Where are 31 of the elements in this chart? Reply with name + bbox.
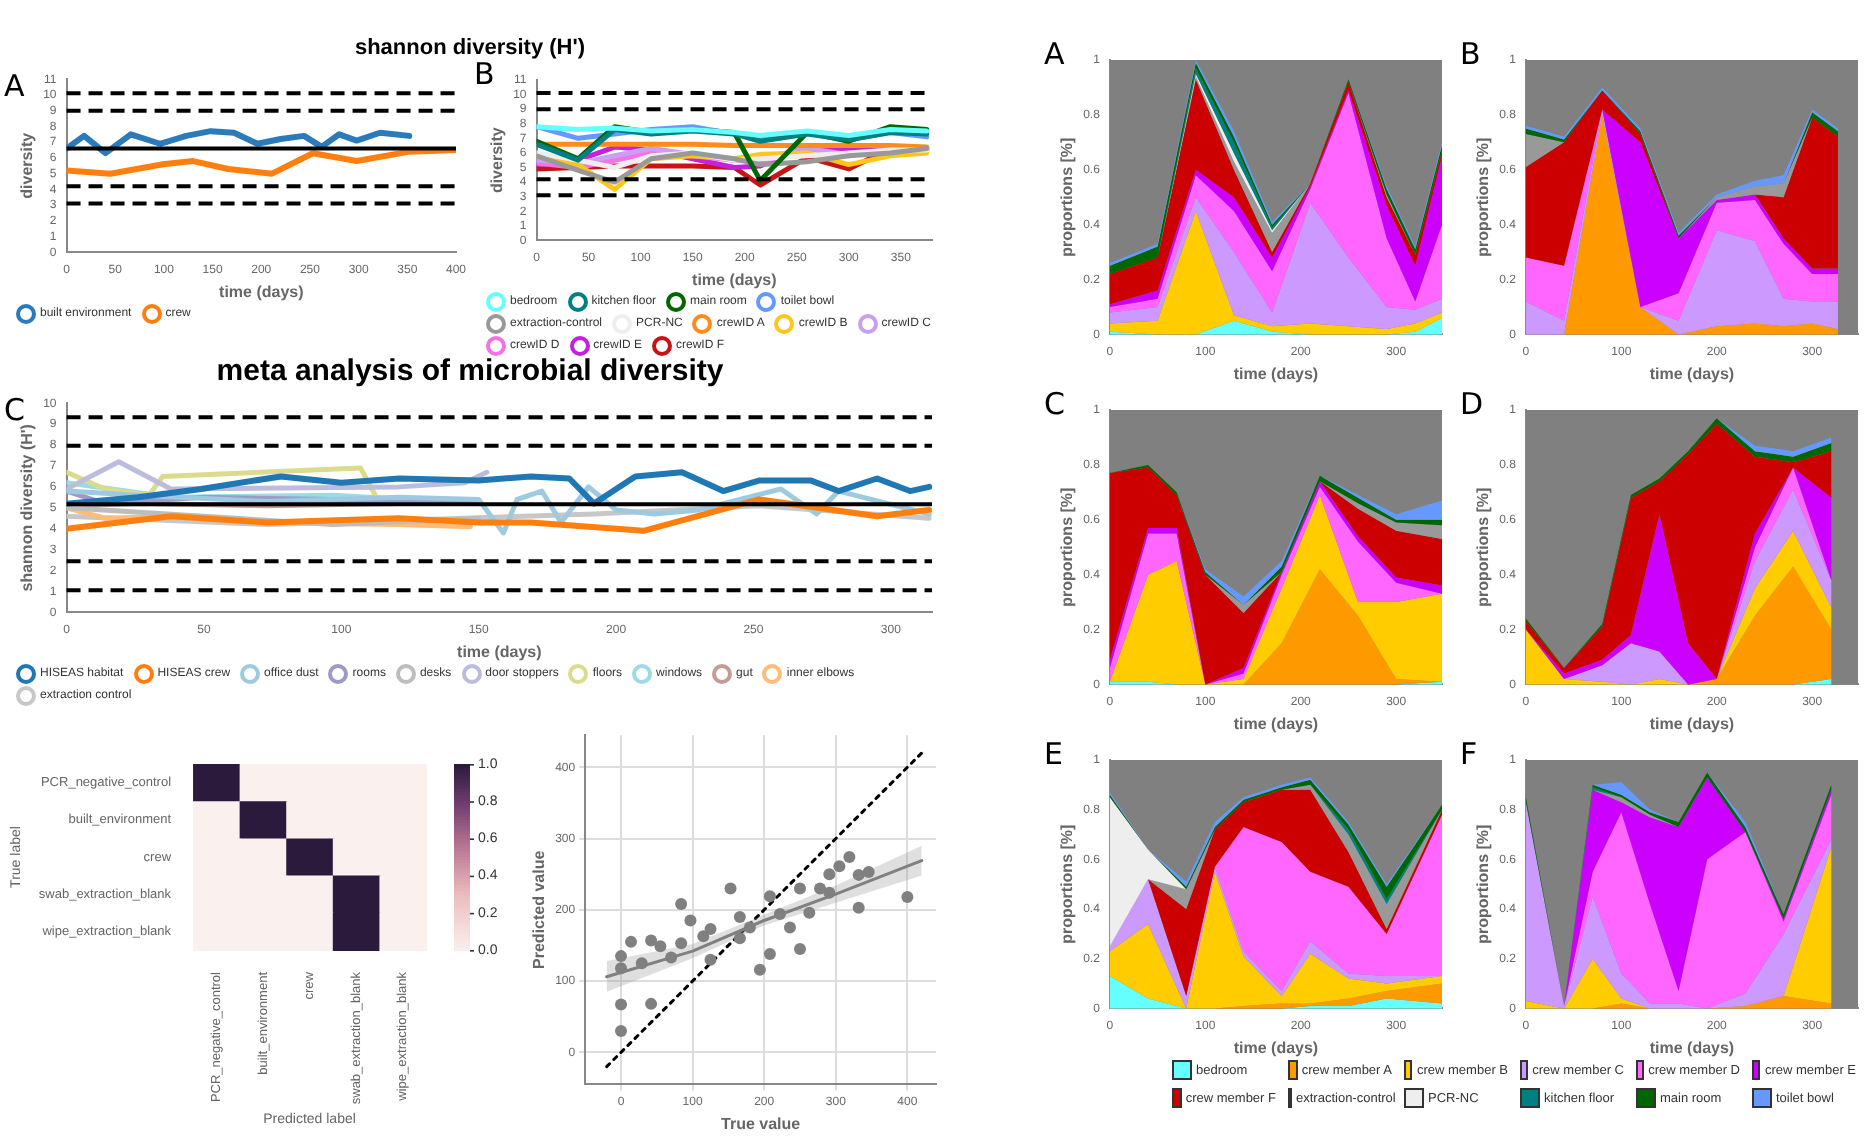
y-axis-title: diversity	[488, 126, 507, 194]
x-axis-title: time (days)	[1649, 1038, 1735, 1057]
text: B	[474, 56, 495, 92]
y-axis-title: proportions [%]	[1058, 823, 1077, 944]
text: E	[1044, 736, 1063, 772]
x-axis-title: time (days)	[1233, 364, 1319, 383]
text: C	[1044, 386, 1065, 422]
y-axis-title: Predicted value	[530, 849, 549, 969]
y-axis-title: diversity	[18, 131, 37, 199]
y-axis-title: proportions [%]	[1058, 136, 1077, 257]
x-axis-title: time (days)	[1233, 1038, 1319, 1057]
x-axis-title: time (days)	[1233, 714, 1319, 733]
text: C	[4, 392, 25, 428]
x-axis-title: True value	[721, 1114, 802, 1133]
x-axis-title: time (days)	[457, 642, 543, 661]
text: A	[4, 68, 25, 104]
chart-title: meta analysis of microbial diversity	[214, 352, 726, 392]
text: F	[1460, 736, 1478, 772]
y-axis-title: proportions [%]	[1474, 136, 1493, 257]
text: D	[1460, 386, 1484, 422]
x-axis-title: time (days)	[692, 270, 778, 289]
y-axis-title: proportions [%]	[1058, 486, 1077, 607]
y-axis-title: shannon diversity (H')	[18, 423, 37, 592]
x-axis-title: time (days)	[1649, 364, 1735, 383]
y-axis-title: proportions [%]	[1474, 823, 1493, 944]
chart-title: shannon diversity (H')	[352, 34, 588, 62]
x-axis-title: time (days)	[219, 282, 305, 301]
text: A	[1044, 36, 1065, 72]
y-axis-title: proportions [%]	[1474, 486, 1493, 607]
text: B	[1460, 36, 1481, 72]
x-axis-title: time (days)	[1649, 714, 1735, 733]
